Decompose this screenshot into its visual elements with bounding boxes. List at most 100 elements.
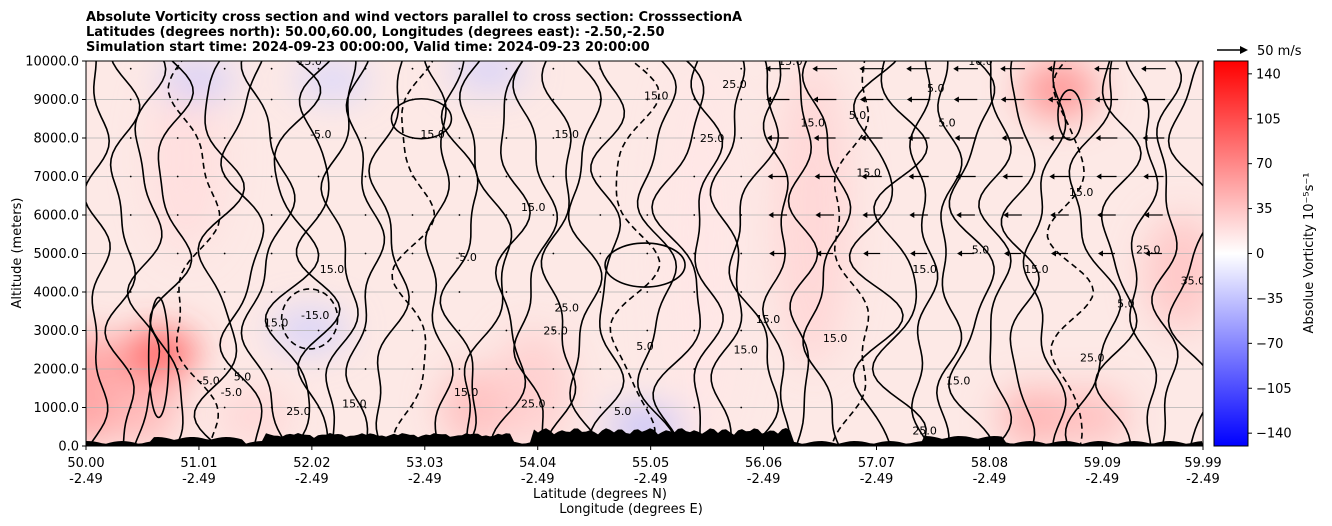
wind-vector-head-51	[1142, 135, 1148, 141]
wind-vector-167	[646, 291, 649, 293]
wind-vector-115	[411, 368, 414, 370]
wind-vector-head-30	[1004, 250, 1010, 257]
contour-label-22: 15.0	[778, 55, 803, 68]
terrain-silhouette	[86, 428, 1203, 446]
contour-line-22	[609, 61, 661, 446]
wind-vector-132	[458, 98, 461, 101]
vorticity-blob-7	[495, 330, 572, 446]
wind-vector-head-1	[768, 212, 774, 218]
wind-vector-80	[223, 175, 226, 178]
wind-vector-75	[223, 368, 226, 370]
wind-vector-108	[364, 252, 367, 255]
wind-vector-136	[505, 329, 508, 332]
contour-label-25: 25.0	[1080, 351, 1105, 364]
cbar-tick-label-3: 35	[1256, 202, 1273, 217]
wind-vector-head-50	[1143, 173, 1149, 180]
vorticity-blob-14	[1143, 215, 1203, 331]
contour-label-30: 25.0	[286, 405, 311, 418]
wind-vector-156	[599, 329, 602, 332]
wind-vector-head-49	[1144, 212, 1150, 218]
contour-line-36	[948, 61, 996, 446]
wind-vector-157	[599, 291, 602, 293]
wind-vector-head-46	[1094, 96, 1100, 103]
wind-vector-137	[505, 291, 508, 293]
wind-vector-76	[223, 329, 226, 332]
contour-label-11: 5.0	[636, 340, 654, 353]
y-tick-label-4: 4000.0	[34, 286, 80, 301]
wind-vector-189	[740, 214, 743, 216]
wind-vector-116	[411, 329, 414, 332]
wind-vector-114	[411, 406, 414, 409]
wind-vector-188	[740, 252, 743, 255]
contour-label-18: 15.0	[856, 167, 881, 180]
wind-vector-193	[740, 67, 743, 70]
wind-vector-103	[317, 67, 320, 70]
contour-line-40	[1046, 61, 1095, 446]
contour-line-28	[761, 61, 791, 446]
wind-vector-head-48	[1144, 250, 1150, 257]
contour-line-33	[871, 61, 929, 446]
contour-label-13: -5.0	[198, 374, 219, 387]
wind-vector-140	[505, 175, 508, 178]
x-tick-label-lon-4: -2.49	[521, 472, 555, 487]
cbar-tick-label-1: 105	[1256, 112, 1281, 127]
wind-vector-56	[129, 329, 132, 332]
x-tick-label-lon-10: -2.49	[1186, 472, 1220, 487]
contour-line-6	[219, 61, 265, 446]
contour-line-3	[149, 61, 195, 446]
contour-line-9	[295, 61, 341, 446]
y-tick-label-7: 7000.0	[34, 170, 80, 185]
wind-vector-95	[317, 368, 320, 370]
x-tick-label-lat-1: 51.01	[180, 456, 217, 471]
wind-vector-91	[270, 137, 273, 139]
wind-vector-55	[129, 368, 132, 370]
wind-vector-head-6	[816, 250, 822, 257]
contour-label-39: 5.0	[972, 244, 990, 257]
contour-line-19	[540, 61, 577, 446]
contour-line-17	[490, 61, 531, 446]
contour-label-27: 25.0	[912, 424, 937, 437]
contour-line-37	[978, 61, 1013, 446]
wind-vector-99	[317, 214, 320, 216]
contour-label-21: -5.0	[467, 51, 488, 64]
cbar-tick-label-6: −70	[1256, 337, 1283, 352]
wind-vector-head-33	[1001, 135, 1007, 141]
wind-vector-98	[317, 252, 320, 255]
x-tick-label-lon-9: -2.49	[1086, 472, 1120, 487]
wind-vector-88	[270, 252, 273, 255]
wind-vector-107	[364, 291, 367, 293]
x-tick-label-lat-9: 59.09	[1084, 456, 1121, 471]
contour-line-29	[787, 61, 819, 446]
contour-label-24: 35.0	[1181, 274, 1206, 287]
contour-line-26	[709, 61, 746, 446]
wind-vector-162	[599, 98, 602, 101]
wind-vector-120	[411, 175, 414, 178]
contour-label-42: 5.0	[1117, 297, 1135, 310]
y-tick-label-3: 3000.0	[34, 324, 80, 339]
contour-loop-1	[147, 296, 170, 419]
wind-vector-67	[176, 291, 179, 293]
wind-vector-153	[552, 67, 555, 70]
contour-label-5: 15.0	[555, 128, 580, 141]
wind-vector-143	[505, 67, 508, 70]
wind-vector-head-13	[862, 212, 868, 218]
wind-vector-102	[317, 98, 320, 101]
wind-vector-159	[599, 214, 602, 216]
colorbar-label: Absolue Vorticity 10⁻⁵s⁻¹	[1302, 173, 1317, 334]
wind-vector-head-27	[954, 135, 960, 141]
wind-vector-100	[317, 175, 320, 178]
wind-vector-147	[552, 291, 555, 293]
wind-vector-106	[364, 329, 367, 332]
wind-vector-152	[552, 98, 555, 101]
contour-line-31	[831, 61, 870, 446]
wind-vector-150	[552, 175, 555, 178]
wind-vector-141	[505, 137, 508, 139]
contour-label-41: 15.0	[1024, 263, 1049, 276]
y-tick-label-1: 1000.0	[34, 401, 80, 416]
cbar-tick-label-4: 0	[1256, 247, 1264, 262]
wind-vector-head-37	[1050, 212, 1056, 218]
wind-vector-176	[693, 329, 696, 332]
wind-vector-123	[411, 67, 414, 70]
y-axis-label: Altitude (meters)	[10, 198, 25, 309]
